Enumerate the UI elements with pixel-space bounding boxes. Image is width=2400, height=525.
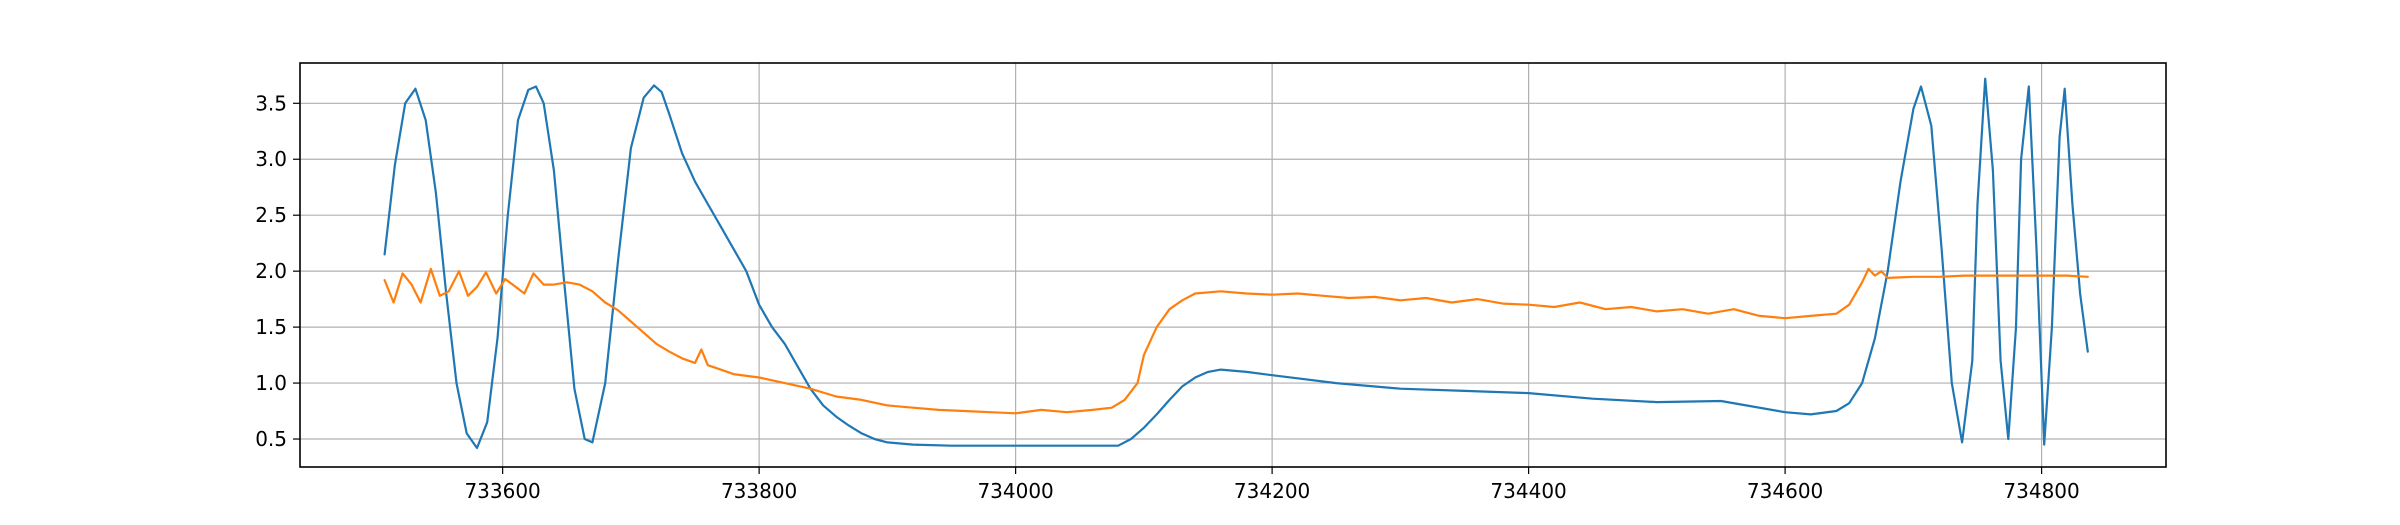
x-tick-label: 734400 — [1490, 479, 1566, 503]
x-tick-label: 734000 — [977, 479, 1053, 503]
y-tick-label: 2.5 — [255, 203, 287, 227]
y-tick-label: 2.0 — [255, 259, 287, 283]
y-tick-label: 3.5 — [255, 91, 287, 115]
x-tick-label: 734800 — [2003, 479, 2079, 503]
series-group — [383, 77, 2089, 450]
series-line-2 — [383, 267, 2089, 415]
ticks: 733600 733800 734000 734200 734400 734600 7348… — [255, 91, 2080, 503]
x-tick-label: 734600 — [1747, 479, 1823, 503]
axes-frame — [299, 62, 2167, 468]
x-tick-label: 733600 — [464, 479, 540, 503]
y-tick-label: 1.5 — [255, 315, 287, 339]
x-tick-label: 734200 — [1234, 479, 1310, 503]
y-tick-label: 0.5 — [255, 427, 287, 451]
y-tick-label: 1.0 — [255, 371, 287, 395]
series-line-1 — [383, 77, 2089, 450]
y-tick-label: 3.0 — [255, 147, 287, 171]
grid — [300, 63, 2166, 467]
x-tick-label: 733800 — [721, 479, 797, 503]
